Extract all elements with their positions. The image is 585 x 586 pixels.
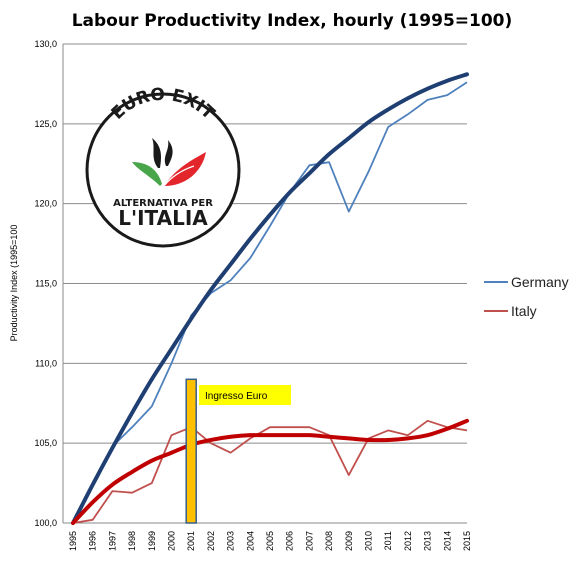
y-tick-labels: 100,0 105,0 110,0 115,0 120,0 125,0 130,0 bbox=[34, 39, 57, 528]
euro-entry-bar bbox=[185, 378, 197, 524]
series-line-italy bbox=[72, 419, 468, 524]
y-tick-label: 115,0 bbox=[35, 279, 57, 289]
legend: Germany Italy bbox=[484, 274, 569, 319]
x-tick-label: 2008 bbox=[324, 531, 334, 551]
x-tick-label: 2010 bbox=[364, 531, 374, 551]
x-tick-label: 2000 bbox=[167, 531, 177, 551]
legend-label-italy: Italy bbox=[511, 303, 537, 319]
x-tick-label: 2012 bbox=[403, 531, 413, 551]
y-tick-label: 110,0 bbox=[35, 358, 57, 368]
y-tick-label: 120,0 bbox=[34, 199, 57, 209]
x-tick-label: 2002 bbox=[206, 531, 216, 551]
euro-label: Ingresso Euro bbox=[205, 391, 268, 402]
y-axis-label: Productivity Index (1995=100 bbox=[9, 225, 19, 342]
y-tick-label: 130,0 bbox=[34, 39, 57, 49]
x-tick-label: 1995 bbox=[68, 531, 78, 551]
x-tick-labels: 1995 1996 1997 1998 1999 2000 2001 2002 2003 2004… bbox=[68, 531, 472, 551]
x-tick-label: 2007 bbox=[304, 531, 314, 551]
x-tick-label: 2003 bbox=[226, 531, 236, 551]
x-tick-label: 2011 bbox=[383, 531, 393, 550]
legend-label-germany: Germany bbox=[511, 274, 569, 290]
x-tick-label: 1998 bbox=[127, 531, 137, 551]
logo-flame-icon bbox=[132, 138, 206, 187]
x-tick-label: 2006 bbox=[285, 531, 295, 551]
trend-line-germany bbox=[71, 72, 469, 525]
euro-label-highlight bbox=[199, 385, 291, 405]
trend-line-italy bbox=[71, 418, 469, 525]
y-tick-label: 100,0 bbox=[34, 518, 57, 528]
y-tick-label: 105,0 bbox=[34, 438, 57, 448]
x-tick-label: 2001 bbox=[186, 531, 196, 551]
x-tick-label: 1997 bbox=[107, 531, 117, 551]
x-tick-label: 2005 bbox=[265, 531, 275, 551]
x-tick-label: 2004 bbox=[245, 531, 255, 551]
x-tick-label: 1999 bbox=[147, 531, 157, 551]
euro-annotation: Ingresso Euro bbox=[185, 378, 291, 524]
euro-exit-logo: EURO EXIT ALTERNATIVA PER L'ITALIA bbox=[85, 85, 241, 248]
x-tick-label: 2014 bbox=[442, 531, 452, 551]
x-tick-label: 2015 bbox=[462, 531, 472, 551]
chart-title: Labour Productivity Index, hourly (1995=… bbox=[72, 11, 513, 31]
x-tick-label: 2013 bbox=[423, 531, 433, 551]
logo-bottom-text: L'ITALIA bbox=[118, 206, 208, 230]
trend-lines bbox=[71, 72, 469, 525]
x-tick-label: 2009 bbox=[344, 531, 354, 551]
series-lines bbox=[72, 81, 468, 524]
logo-middle-text: ALTERNATIVA PER bbox=[113, 198, 213, 209]
x-tick-label: 1996 bbox=[88, 531, 98, 551]
series-line-germany bbox=[72, 81, 468, 524]
y-tick-label: 125,0 bbox=[34, 119, 57, 129]
